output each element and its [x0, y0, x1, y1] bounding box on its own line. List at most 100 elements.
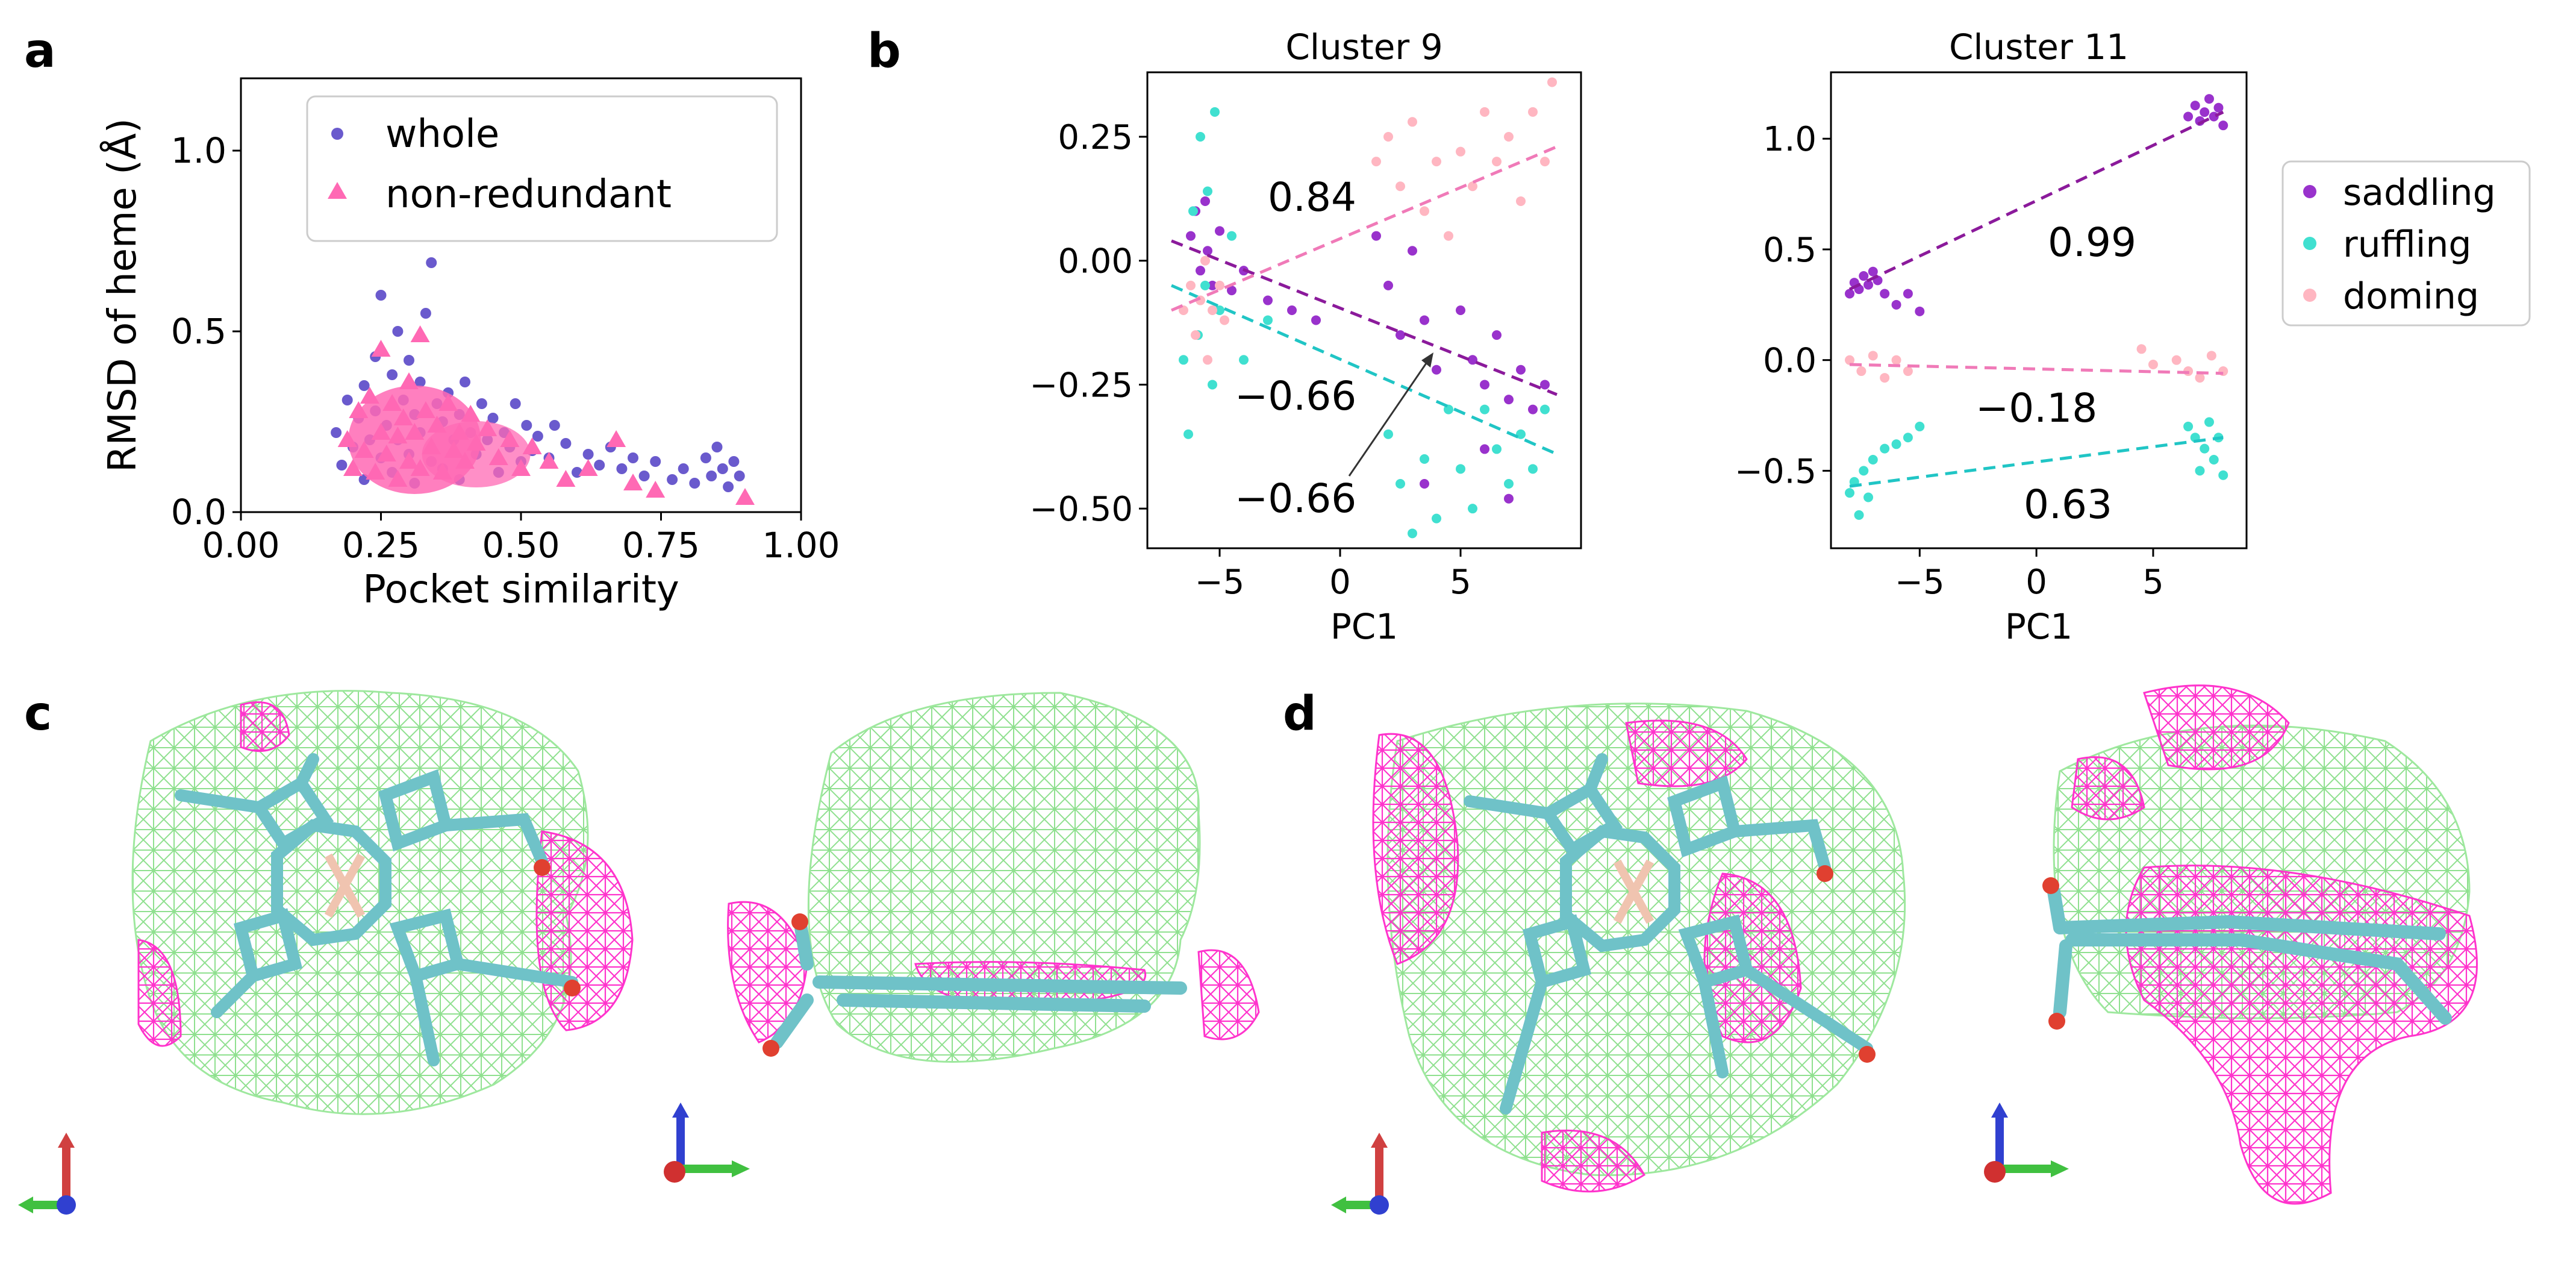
annotation-arrow: [1348, 361, 1429, 477]
data-point: [1915, 306, 1925, 316]
data-point: [1547, 77, 1557, 87]
data-point: [1200, 280, 1210, 290]
data-point: [1383, 429, 1393, 439]
data-point: [2209, 455, 2219, 465]
data-point: [1504, 131, 1514, 142]
data-point: [2195, 373, 2205, 383]
data-point: [1215, 305, 1224, 315]
data-point: [717, 463, 728, 474]
data-point: [2213, 102, 2224, 113]
data-point: [1432, 157, 1441, 167]
data-point: [1200, 196, 1210, 206]
dense-point-cloud: [422, 421, 531, 487]
axis-gizmo: [18, 1133, 76, 1215]
data-point: [1528, 464, 1538, 474]
data-point: [1383, 280, 1393, 290]
legend-label: non-redundant: [385, 172, 672, 217]
x-tick-label: 0.25: [342, 525, 420, 566]
data-point: [1188, 206, 1198, 216]
data-point: [1184, 429, 1193, 439]
series-ruffling: [1845, 417, 2228, 520]
correlation-label: −0.66: [1235, 475, 1356, 522]
data-point: [2136, 344, 2147, 354]
y-tick-label: 1.0: [1763, 120, 1817, 159]
data-point: [1208, 305, 1217, 315]
data-point: [1396, 330, 1405, 340]
y-tick-label: −0.5: [1735, 452, 1817, 491]
legend-marker: [331, 128, 343, 140]
data-point: [1863, 492, 1874, 502]
data-point: [1196, 131, 1205, 142]
data-point: [1186, 280, 1196, 290]
data-point: [1468, 181, 1477, 192]
x-tick-label: 0.50: [482, 525, 560, 566]
data-point: [2218, 470, 2228, 480]
data-point: [700, 452, 711, 463]
data-point: [1504, 395, 1514, 405]
x-tick-label: 5: [2142, 563, 2164, 602]
data-point: [404, 355, 414, 366]
data-point: [1492, 157, 1502, 167]
data-point: [1396, 479, 1405, 489]
green-density-mesh: [1386, 702, 1906, 1177]
data-point: [341, 395, 353, 405]
data-point: [1186, 231, 1196, 241]
annotation-arrowhead: [1421, 352, 1433, 368]
data-point: [1468, 504, 1477, 514]
data-point: [1528, 404, 1538, 415]
data-point: [1208, 280, 1217, 290]
data-point: [1540, 157, 1550, 167]
data-point: [1432, 364, 1441, 375]
data-point: [387, 369, 398, 380]
data-point: [735, 488, 755, 505]
x-tick-label: −5: [1895, 563, 1945, 602]
series-doming: [1171, 77, 1558, 365]
magenta-density-mesh: [1197, 949, 1260, 1040]
data-point: [1540, 404, 1550, 415]
x-tick-label: 1.00: [762, 525, 840, 566]
y-tick-label: 0.25: [1058, 118, 1133, 157]
x-tick-label: 0.75: [622, 525, 700, 566]
legend: whole non-redundant: [306, 95, 778, 242]
data-point: [1868, 266, 1878, 277]
series-saddling: [1171, 196, 1558, 504]
data-point: [1371, 231, 1381, 241]
data-point: [1203, 186, 1212, 196]
x-tick-label: 0: [1329, 563, 1351, 602]
data-point: [336, 460, 348, 471]
series-ruffling: [1170, 107, 1558, 539]
fit-line: [1171, 239, 1558, 396]
fit-line: [1170, 284, 1558, 455]
heme-molecule: [2047, 885, 2452, 1025]
fit-line: [1849, 363, 2224, 375]
data-point: [678, 463, 689, 474]
data-point: [2183, 111, 2194, 122]
data-point: [358, 380, 370, 391]
data-point: [532, 431, 543, 442]
x-axis-label: PC1: [1330, 606, 1398, 647]
data-point: [1408, 528, 1417, 539]
data-point: [1215, 280, 1224, 290]
data-point: [1432, 513, 1441, 524]
data-point: [510, 398, 521, 409]
panel-d-top-view: [1331, 702, 1906, 1215]
data-point: [2200, 107, 2210, 117]
data-point: [2204, 417, 2214, 427]
correlation-label: 0.84: [1268, 174, 1356, 221]
data-point: [2206, 351, 2216, 361]
data-point: [1227, 231, 1237, 241]
data-point: [1480, 107, 1489, 117]
data-point: [1203, 246, 1212, 256]
data-point: [1492, 330, 1502, 340]
data-point: [638, 471, 650, 481]
data-point: [539, 452, 559, 469]
magenta-density-mesh: [240, 701, 290, 752]
panel-c-top-view: [18, 690, 634, 1215]
y-tick-label: −0.50: [1029, 490, 1133, 529]
y-tick-label: 0.0: [171, 492, 226, 533]
magenta-density-mesh: [727, 901, 808, 1043]
data-point: [1456, 146, 1465, 157]
heme-molecule: [1464, 753, 1873, 1115]
data-point: [578, 459, 598, 476]
